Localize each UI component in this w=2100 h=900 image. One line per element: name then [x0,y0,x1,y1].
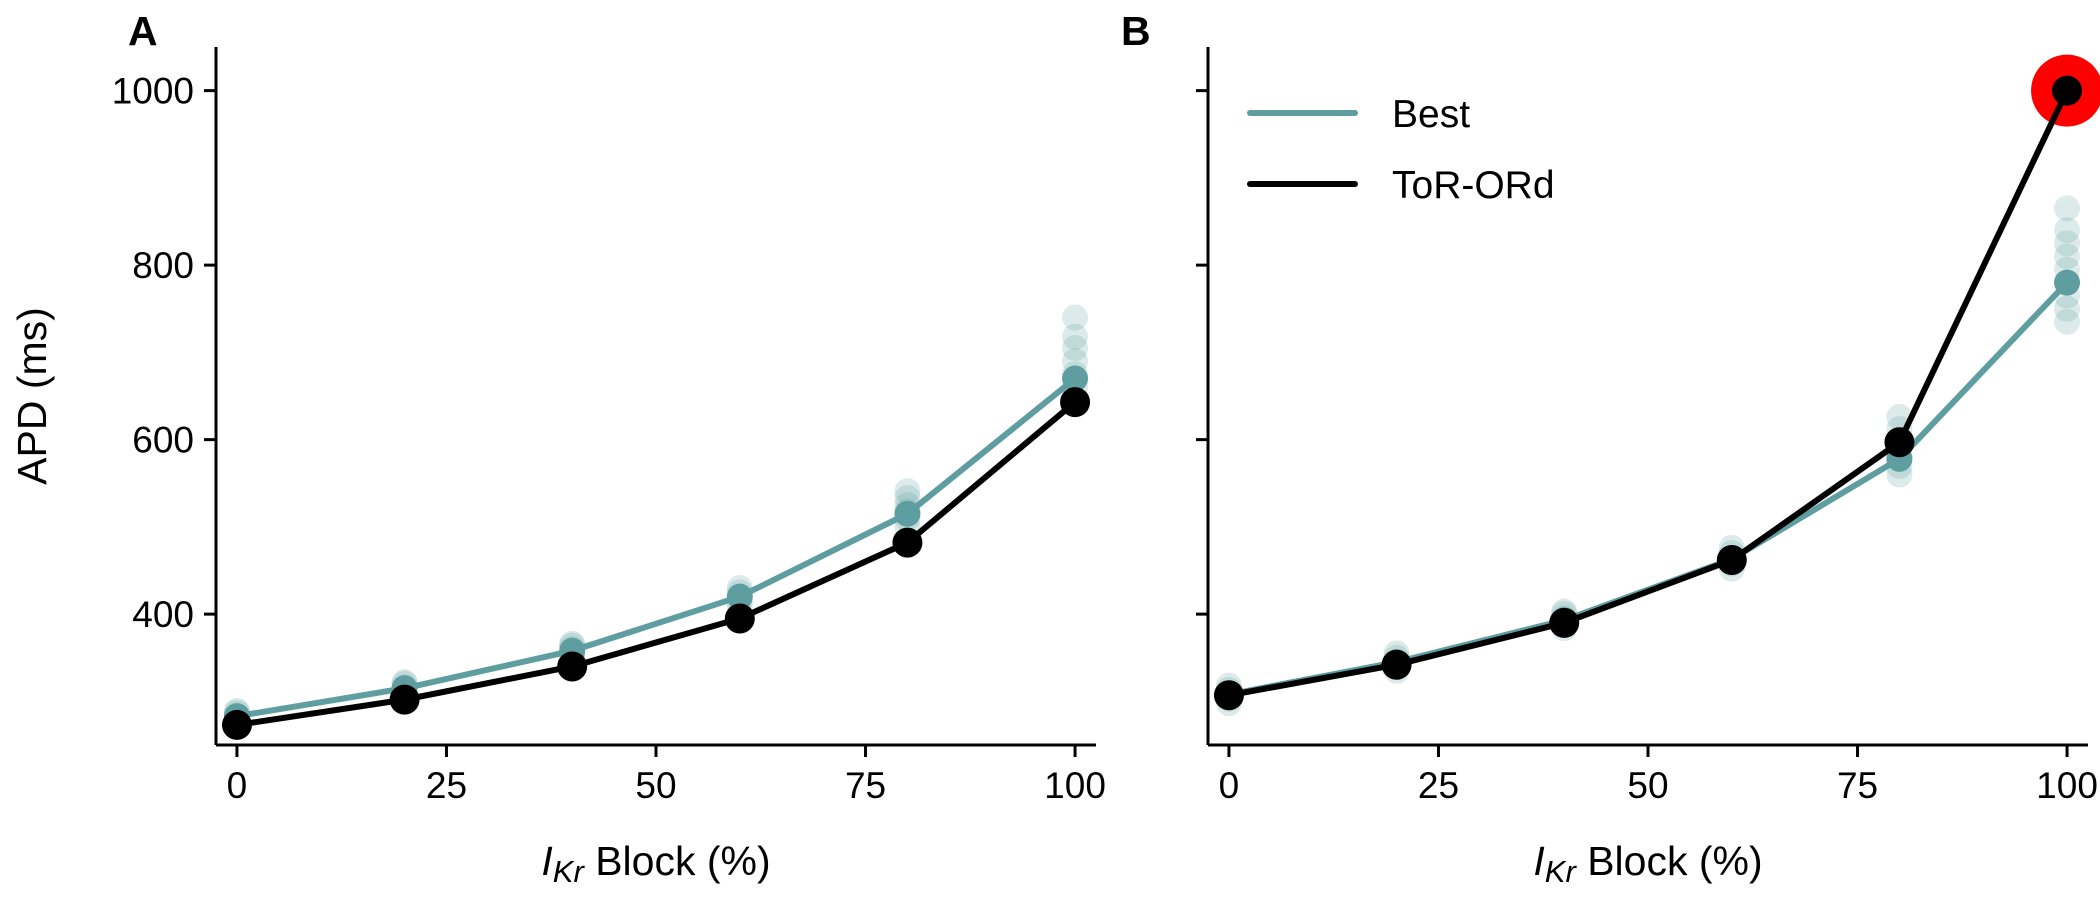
panel-a: A 400 600 800 1000 0 25 50 75 100 APD (ms) IKr … [9,8,1106,889]
series-marker-tor-ord [1381,649,1412,680]
x-label-subscript: Kr [1545,854,1578,889]
panel-a-y-ticks: 400 600 800 1000 [112,71,216,635]
scatter-point [2054,295,2081,322]
x-tick-label: 0 [1219,765,1240,806]
x-tick-label: 75 [1837,765,1878,806]
panel-letter-a: A [128,8,158,54]
x-tick-label: 100 [1044,765,1106,806]
series-marker-tor-ord [1884,427,1915,458]
scatter-point [2054,217,2081,244]
scatter-point [1062,304,1089,331]
scatter-point [2054,243,2081,270]
series-marker-tor-ord [1549,607,1580,638]
series-marker-best [894,500,921,527]
y-tick-label: 600 [132,420,194,461]
scatter-point [2054,230,2081,257]
series-marker-tor-ord [1716,545,1747,576]
series-marker-tor-ord [892,527,923,558]
x-label-main: I [1533,838,1544,884]
panel-a-plot-area [221,304,1091,740]
x-label-rest: Block (%) [584,838,771,884]
series-marker-tor-ord [389,684,420,715]
panel-b-x-ticks: 0 25 50 75 100 [1219,745,2098,806]
panel-a-x-ticks: 0 25 50 75 100 [227,745,1106,806]
x-tick-label: 50 [1627,765,1668,806]
series-line-tor-ord [233,399,1079,728]
panel-b-x-axis-label: IKr Block (%) [1533,838,1762,889]
series-marker-tor-ord [221,709,252,740]
series-marker-best [726,583,753,610]
legend-label-best: Best [1392,93,1470,136]
y-tick-label: 1000 [112,71,194,112]
x-tick-label: 100 [2036,765,2098,806]
x-label-main: I [541,838,552,884]
series-marker-tor-ord [1060,387,1091,418]
series-marker-best [1062,365,1089,392]
y-axis-label: APD (ms) [9,307,55,485]
y-tick-label: 800 [132,245,194,286]
x-tick-label: 0 [227,765,248,806]
series-marker-tor-ord [1213,680,1244,711]
scatter-point [2054,195,2081,222]
series-marker-tor-ord [2052,75,2083,106]
scatter-point [894,478,921,505]
series-line-best [1225,279,2071,698]
series-line-tor-ord [1225,87,2071,699]
panel-b-y-ticks [1196,89,1208,616]
legend-label-tor-ord: ToR-ORd [1392,164,1555,207]
scatter-point [2054,308,2081,335]
y-tick-label: 400 [132,594,194,635]
x-tick-label: 25 [426,765,467,806]
legend: Best ToR-ORd [1247,93,1555,207]
x-label-subscript: Kr [553,854,586,889]
series-line-best [233,375,1079,720]
panel-a-x-axis-label: IKr Block (%) [541,838,770,889]
panel-letter-b: B [1121,8,1151,54]
series-marker-tor-ord [557,651,588,682]
panel-b-plot-area [1213,54,2100,717]
x-tick-label: 75 [845,765,886,806]
scatter-point [1062,323,1089,350]
scatter-point [1062,335,1089,362]
panel-b: B 0 25 50 75 100 IKr Block (%) Best ToR-ORd [1121,8,2100,889]
series-marker-best [2054,269,2081,296]
x-label-rest: Block (%) [1576,838,1763,884]
x-tick-label: 50 [635,765,676,806]
x-tick-label: 25 [1418,765,1459,806]
series-marker-tor-ord [724,603,755,634]
